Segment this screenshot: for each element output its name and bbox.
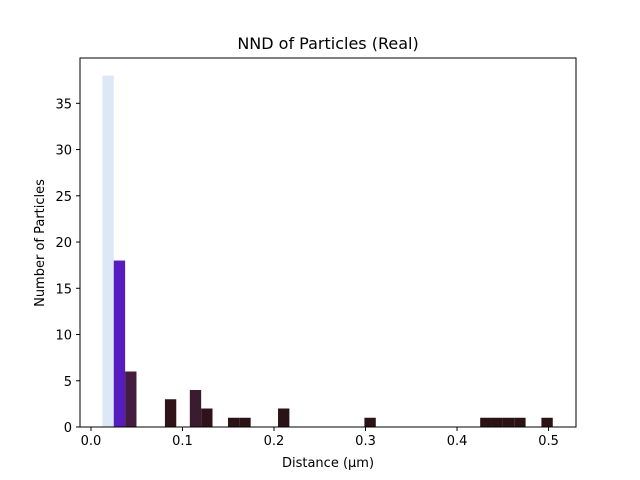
x-tick-label: 0.4 [447, 434, 468, 449]
histogram-bar [189, 390, 202, 427]
histogram-bar [164, 399, 177, 427]
y-axis-ticks: 0 5 10 15 20 25 30 35 [55, 97, 80, 436]
plot-frame [79, 57, 577, 428]
histogram-bar [502, 417, 515, 427]
y-tick-label: 0 [64, 421, 72, 436]
bars-group [102, 75, 553, 427]
histogram-bar [201, 408, 213, 427]
x-tick-label: 0.5 [538, 434, 559, 449]
x-tick-label: 0.1 [172, 434, 193, 449]
y-tick-label: 20 [55, 236, 72, 251]
histogram-bar [113, 260, 126, 427]
y-tick-label: 15 [55, 282, 72, 297]
x-axis-ticks: 0.0 0.1 0.2 0.3 0.4 0.5 [81, 427, 559, 449]
histogram-bar [239, 417, 251, 427]
chart-title: NND of Particles (Real) [237, 34, 418, 53]
histogram-bar [480, 417, 492, 427]
histogram-bar [125, 371, 137, 427]
histogram-bar [541, 417, 553, 427]
y-tick-label: 30 [55, 144, 72, 159]
x-tick-label: 0.2 [264, 434, 285, 449]
histogram-bar [278, 408, 290, 427]
y-tick-label: 25 [55, 190, 72, 205]
histogram-bar [364, 417, 376, 427]
histogram-bar [514, 417, 526, 427]
x-tick-label: 0.0 [81, 434, 102, 449]
y-axis-label: Number of Particles [33, 179, 48, 307]
y-tick-label: 35 [55, 97, 72, 112]
x-tick-label: 0.3 [355, 434, 376, 449]
y-tick-label: 10 [55, 329, 72, 344]
x-axis-label: Distance (µm) [282, 456, 374, 471]
histogram-bar [491, 417, 503, 427]
histogram-bar [227, 417, 240, 427]
histogram-bar [102, 75, 114, 427]
y-tick-label: 5 [64, 375, 72, 390]
